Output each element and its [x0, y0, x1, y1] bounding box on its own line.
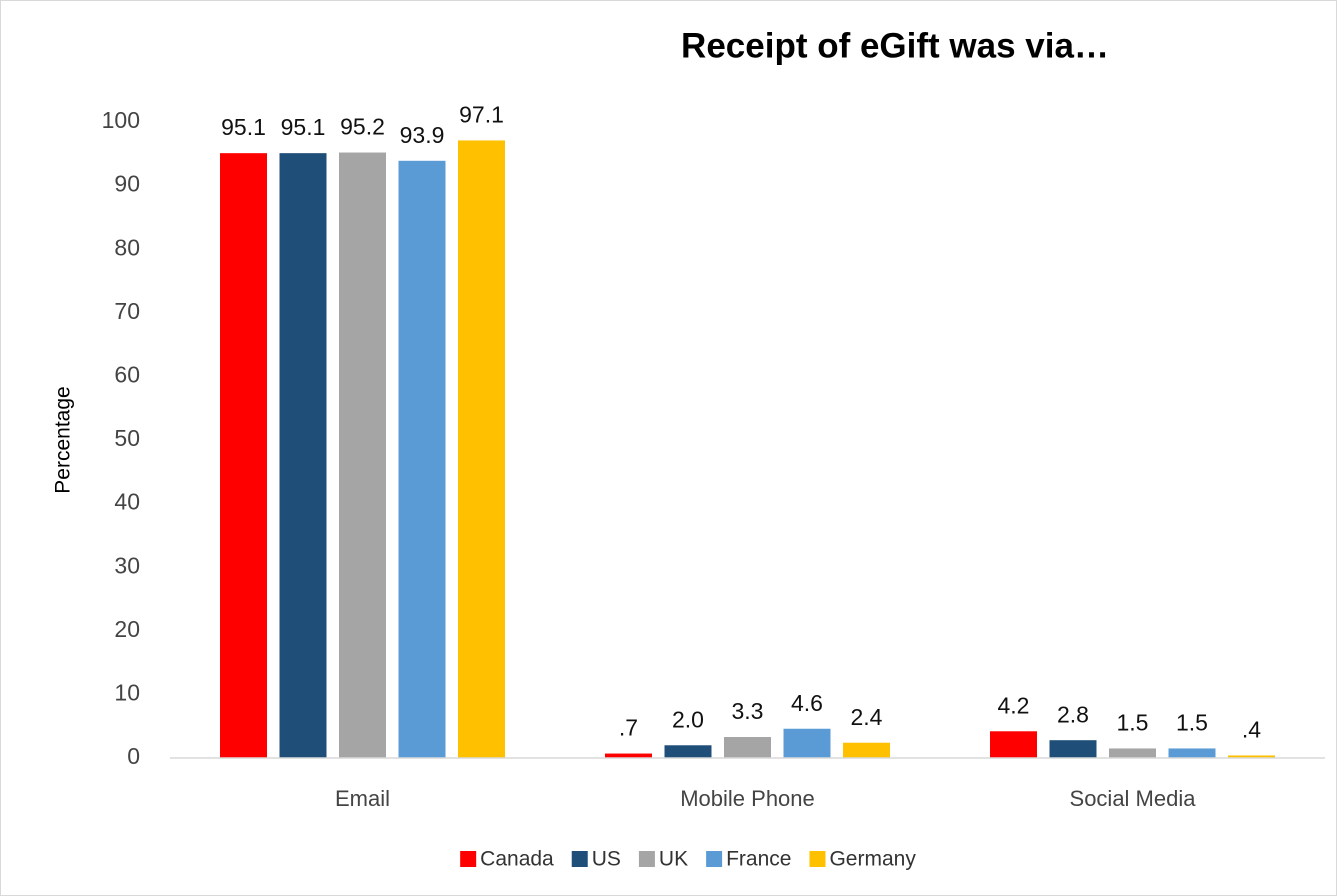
bar [220, 153, 267, 758]
bar [605, 753, 652, 758]
value-label: .4 [1242, 717, 1261, 743]
bar [398, 160, 446, 758]
legend-label: UK [659, 848, 688, 871]
bar [1168, 748, 1216, 758]
y-tick-label: 10 [114, 679, 140, 705]
legend-swatch [638, 851, 655, 867]
y-tick-label: 90 [114, 171, 140, 197]
bar [1228, 755, 1275, 758]
value-label: 95.1 [221, 114, 266, 140]
y-tick-label: 70 [114, 298, 140, 324]
bar [990, 731, 1037, 758]
x-tick-label: Social Media [1070, 786, 1197, 811]
legend-swatch [460, 851, 477, 867]
bar [279, 153, 327, 758]
bar [458, 140, 505, 759]
y-tick-label: 0 [127, 743, 140, 769]
x-tick-label: Email [335, 786, 390, 811]
y-tick-label: 100 [102, 107, 140, 133]
value-label: 2.4 [851, 704, 883, 730]
bar [1109, 748, 1156, 758]
legend-label: Canada [480, 848, 554, 871]
bar [1049, 740, 1097, 758]
chart-title: Receipt of eGift was via… [681, 26, 1109, 65]
value-label: 2.0 [672, 706, 704, 732]
legend-swatch [706, 851, 723, 867]
y-tick-label: 50 [114, 425, 140, 451]
y-tick-label: 80 [114, 234, 140, 260]
value-label: 4.6 [791, 690, 823, 716]
y-tick-label: 20 [114, 616, 140, 642]
bar [783, 728, 831, 758]
y-tick-label: 40 [114, 489, 140, 515]
legend-label: Germany [829, 848, 916, 871]
value-label: 1.5 [1176, 710, 1208, 736]
value-label: 1.5 [1117, 710, 1149, 736]
x-tick-label: Mobile Phone [680, 786, 815, 811]
bar [843, 742, 890, 758]
legend-swatch [809, 851, 826, 867]
y-tick-label: 30 [114, 552, 140, 578]
bar [339, 152, 386, 758]
legend-label: US [592, 848, 621, 871]
value-label: 2.8 [1057, 701, 1089, 727]
bar [724, 737, 771, 758]
bar [664, 745, 712, 758]
value-label: 3.3 [732, 698, 764, 724]
value-label: 95.1 [281, 114, 326, 140]
legend-swatch [571, 851, 588, 867]
legend-label: France [726, 848, 791, 871]
y-tick-label: 60 [114, 361, 140, 387]
value-label: 93.9 [400, 122, 445, 148]
value-label: 97.1 [459, 102, 504, 128]
y-axis-label: Percentage [52, 386, 75, 493]
value-label: .7 [619, 715, 638, 741]
value-label: 4.2 [998, 692, 1030, 718]
value-label: 95.2 [340, 114, 385, 140]
